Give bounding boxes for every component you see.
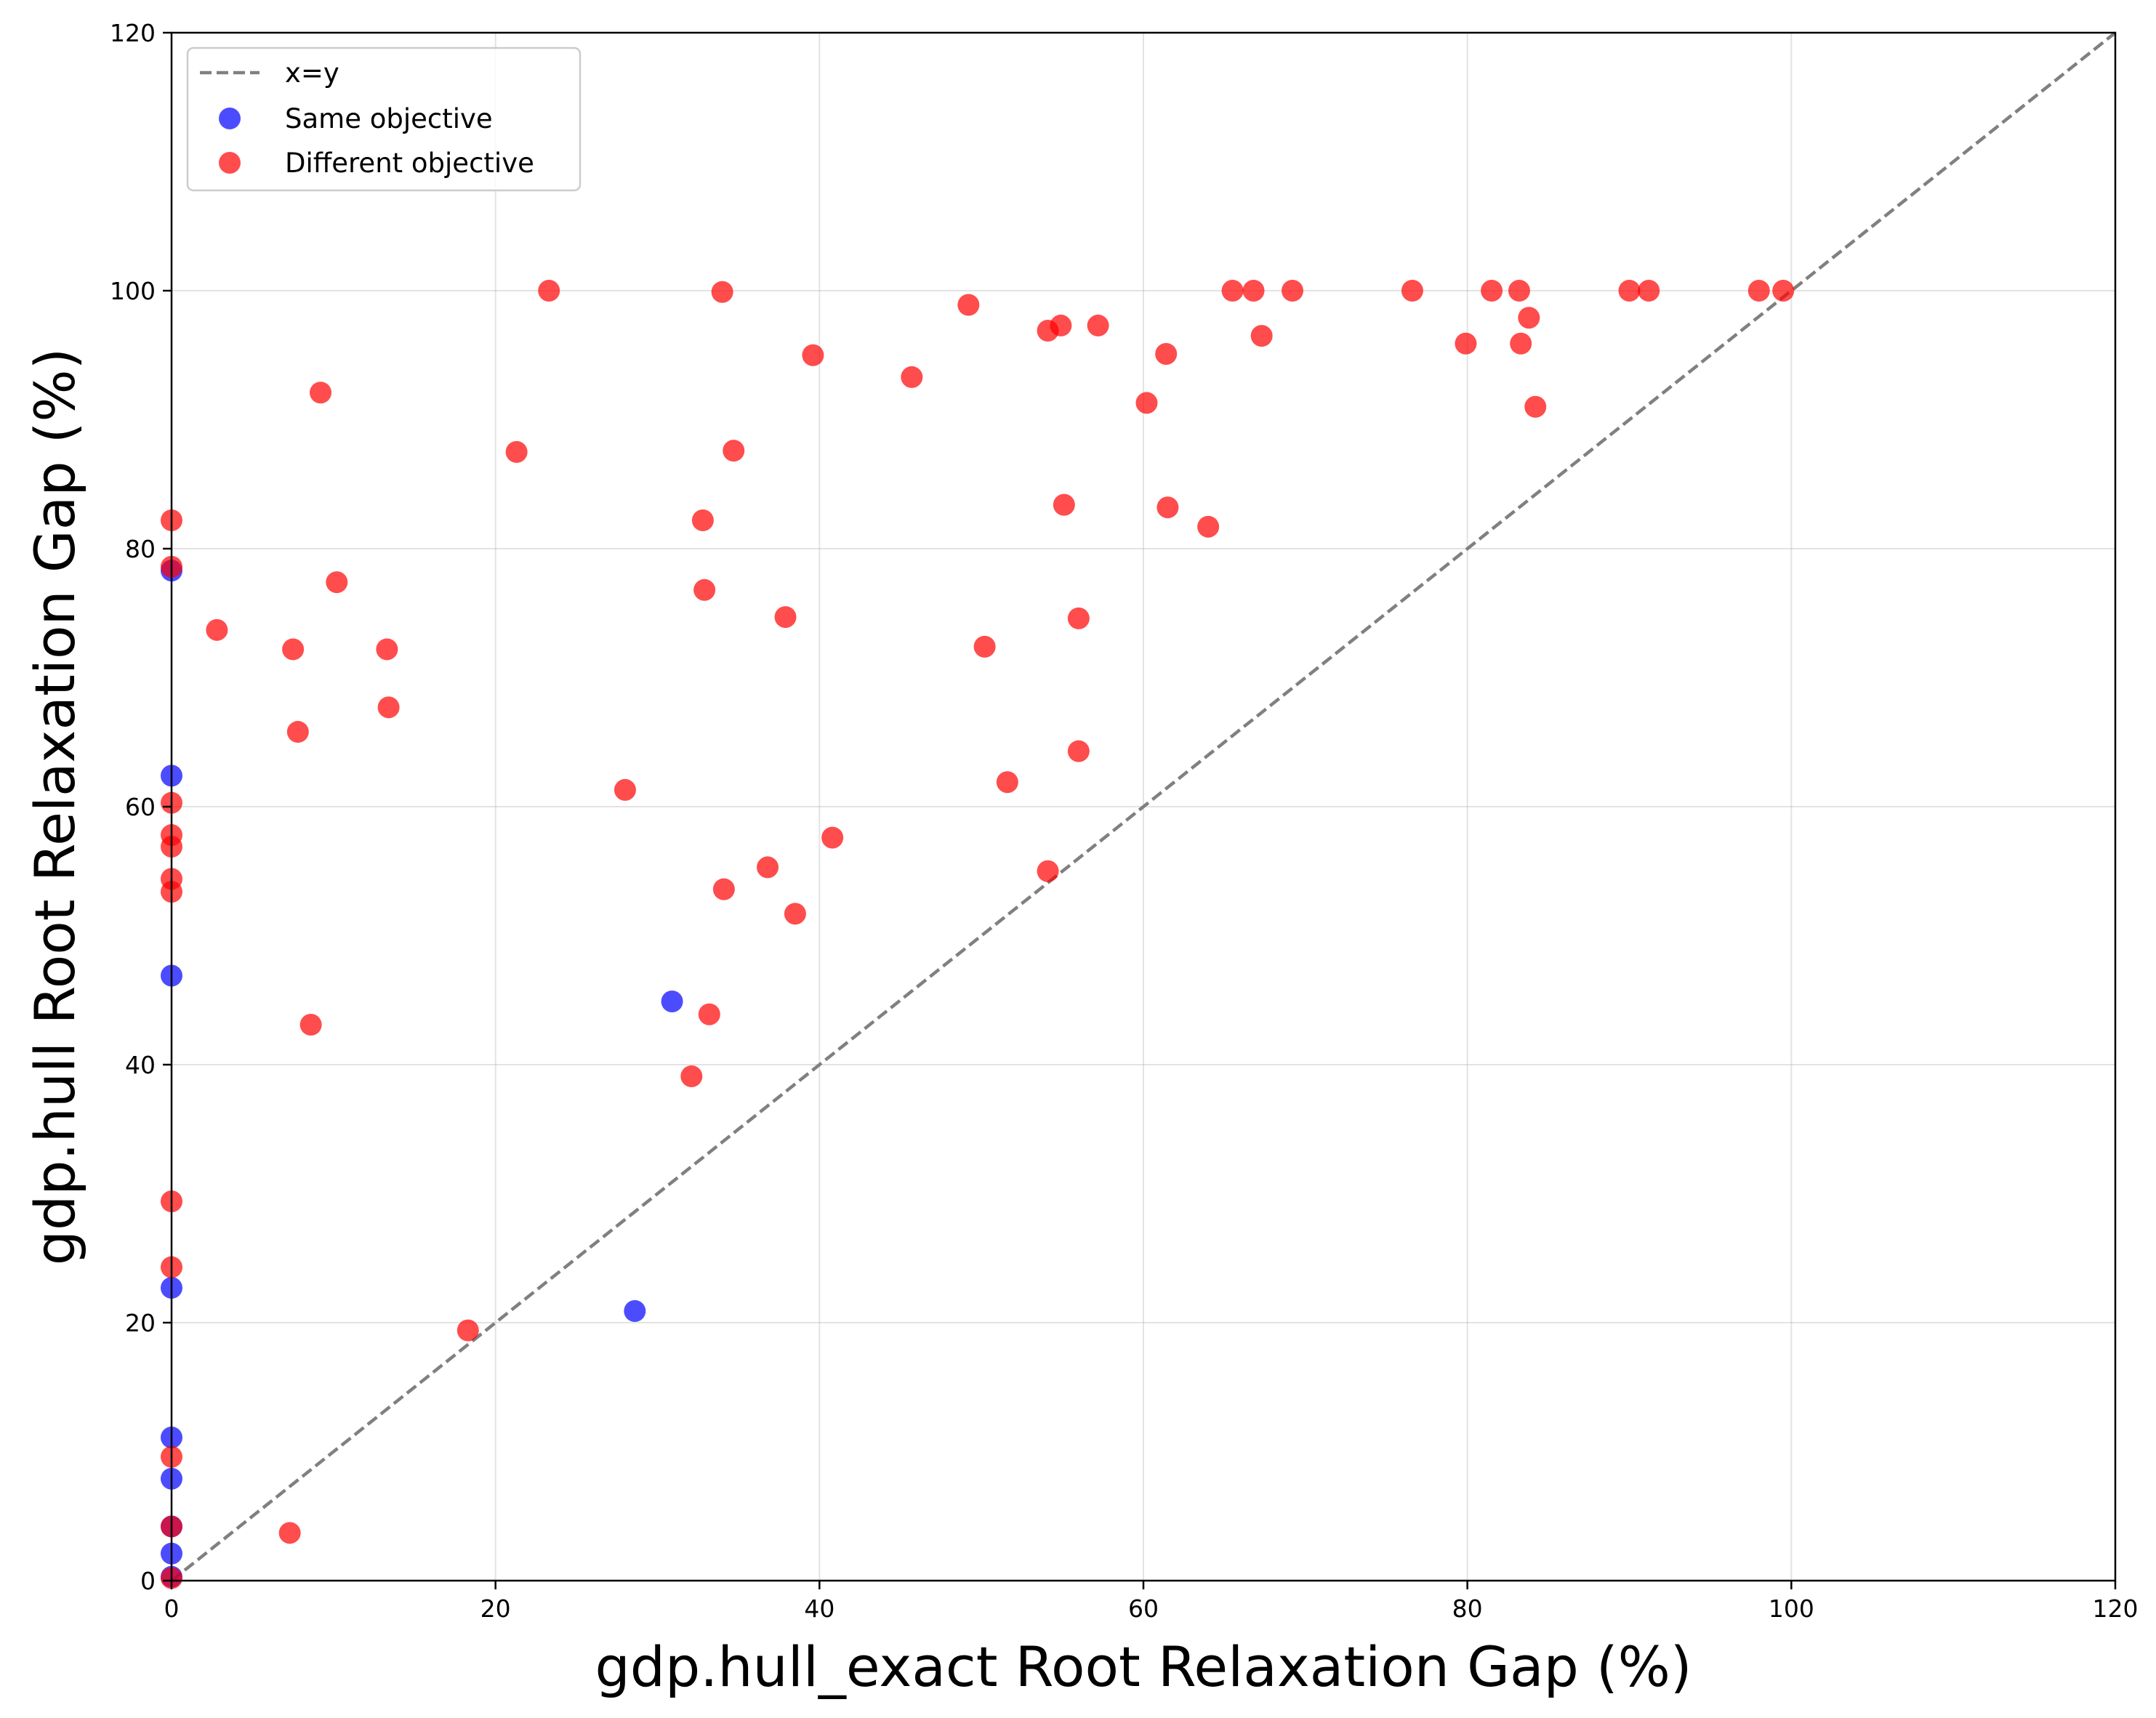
point-different-objective: [774, 606, 797, 629]
point-different-objective: [1135, 392, 1158, 414]
point-different-objective: [1250, 325, 1273, 347]
point-different-objective: [1037, 860, 1059, 882]
point-different-objective: [691, 509, 714, 531]
point-different-objective: [1518, 307, 1540, 329]
legend-marker-same-objective: [219, 108, 241, 129]
x-tick-label: 120: [2093, 1594, 2139, 1623]
point-different-objective: [206, 618, 228, 641]
x-axis-label: gdp.hull_exact Root Relaxation Gap (%): [595, 1634, 1692, 1699]
point-different-objective: [1508, 280, 1530, 302]
y-tick-label: 100: [110, 277, 156, 305]
point-different-objective: [1524, 395, 1547, 418]
point-different-objective: [784, 903, 806, 925]
x-tick-label: 0: [164, 1594, 180, 1623]
point-different-objective: [505, 440, 528, 463]
point-different-objective: [693, 578, 716, 601]
point-different-objective: [286, 721, 309, 743]
x-tick-label: 20: [480, 1594, 511, 1623]
data-points: [161, 280, 1795, 1589]
point-different-objective: [538, 280, 560, 302]
point-different-objective: [973, 635, 996, 658]
x-tick-label: 40: [804, 1594, 834, 1623]
point-different-objective: [1155, 342, 1178, 365]
point-different-objective: [1455, 332, 1477, 355]
point-different-objective: [282, 638, 305, 661]
point-different-objective: [802, 344, 824, 366]
point-different-objective: [1221, 280, 1244, 302]
point-different-objective: [698, 1003, 720, 1025]
point-different-objective: [757, 856, 779, 879]
legend-marker-different-objective: [219, 152, 241, 174]
y-tick-label: 40: [125, 1051, 156, 1079]
point-different-objective: [821, 826, 844, 849]
point-different-objective: [1067, 740, 1090, 762]
point-different-objective: [1638, 280, 1660, 302]
point-different-objective: [1401, 280, 1423, 302]
point-different-objective: [456, 1319, 479, 1342]
x-tick-label: 60: [1128, 1594, 1159, 1623]
axis-ticks: 0 20 40 60 80 100 120 0 20 40 60 80 100 120: [110, 19, 2139, 1623]
point-same-objective: [661, 991, 683, 1013]
y-tick-label: 80: [125, 535, 156, 563]
x-tick-label: 80: [1452, 1594, 1483, 1623]
point-different-objective: [1510, 332, 1532, 355]
y-tick-label: 60: [125, 793, 156, 821]
point-different-objective: [957, 294, 980, 316]
point-different-objective: [723, 440, 745, 462]
point-different-objective: [310, 382, 332, 404]
legend-label-reference-line: x=y: [285, 57, 339, 89]
point-different-objective: [1282, 280, 1304, 302]
point-different-objective: [996, 771, 1018, 794]
legend-label-different-objective: Different objective: [285, 148, 534, 179]
legend-frame: [186, 47, 582, 192]
reference-line: [170, 31, 2117, 1582]
point-different-objective: [1197, 515, 1220, 538]
point-different-objective: [711, 281, 733, 303]
y-tick-label: 20: [125, 1309, 156, 1337]
point-different-objective: [1481, 280, 1503, 302]
y-axis-label: gdp.hull Root Relaxation Gap (%): [23, 348, 87, 1265]
point-different-objective: [326, 571, 348, 594]
legend: x=y Same objective Different objective: [186, 47, 582, 192]
point-different-objective: [377, 696, 400, 719]
point-different-objective: [1087, 314, 1109, 336]
point-different-objective: [1772, 280, 1795, 302]
point-different-objective: [278, 1522, 301, 1544]
legend-label-same-objective: Same objective: [285, 103, 493, 134]
point-different-objective: [901, 366, 923, 388]
y-tick-label: 120: [110, 19, 156, 47]
point-different-objective: [1053, 493, 1075, 516]
point-different-objective: [712, 878, 735, 900]
point-different-objective: [1050, 314, 1072, 336]
point-different-objective: [1157, 496, 1179, 519]
point-different-objective: [1067, 607, 1090, 629]
point-different-objective: [1242, 280, 1265, 302]
x-tick-label: 100: [1769, 1594, 1814, 1623]
point-same-objective: [624, 1300, 646, 1323]
point-different-objective: [1618, 280, 1641, 302]
point-different-objective: [376, 638, 398, 661]
point-different-objective: [1747, 280, 1770, 302]
y-tick-label: 0: [140, 1567, 156, 1595]
point-different-objective: [614, 778, 636, 801]
point-different-objective: [299, 1013, 322, 1036]
point-different-objective: [680, 1065, 703, 1087]
